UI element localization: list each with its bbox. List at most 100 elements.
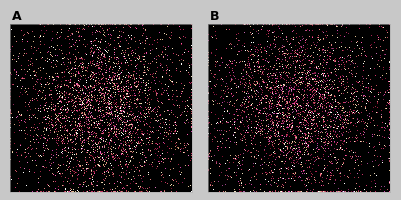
Point (140, 81, 147, 84)
Point (346, 111, 353, 114)
Point (40, 116, 47, 119)
Point (117, 66, 124, 69)
Point (241, 125, 248, 128)
Point (214, 60, 221, 63)
Point (145, 78, 152, 82)
Point (374, 124, 381, 127)
Point (379, 118, 385, 121)
Point (59, 117, 66, 120)
Point (332, 178, 339, 182)
Point (313, 93, 319, 96)
Point (328, 155, 335, 158)
Point (137, 39, 143, 42)
Point (46, 127, 53, 130)
Point (273, 190, 279, 193)
Point (305, 175, 312, 179)
Point (288, 36, 295, 40)
Point (284, 135, 290, 138)
Point (290, 97, 296, 100)
Point (75, 190, 82, 193)
Point (223, 76, 229, 80)
Point (59, 126, 66, 129)
Point (23, 121, 29, 124)
Point (380, 161, 386, 164)
Point (121, 118, 128, 122)
Point (259, 97, 266, 100)
Point (179, 92, 185, 95)
Point (205, 169, 212, 172)
Point (276, 23, 283, 26)
Point (321, 169, 327, 172)
Point (319, 176, 326, 179)
Point (267, 23, 273, 26)
Point (88, 183, 95, 186)
Point (226, 101, 233, 104)
Point (298, 64, 304, 67)
Point (178, 95, 184, 98)
Point (124, 68, 130, 71)
Point (297, 122, 303, 125)
Point (270, 68, 276, 71)
Point (53, 116, 60, 119)
Point (122, 121, 128, 124)
Point (277, 125, 284, 128)
Point (49, 61, 55, 64)
Point (174, 130, 180, 134)
Point (277, 139, 284, 143)
Point (317, 53, 323, 57)
Point (355, 111, 362, 114)
Point (348, 72, 354, 75)
Point (215, 145, 221, 148)
Point (102, 106, 109, 109)
Point (311, 112, 317, 115)
Point (111, 110, 118, 113)
Point (157, 126, 164, 129)
Point (239, 60, 245, 63)
Point (243, 71, 249, 75)
Point (263, 97, 269, 100)
Point (292, 65, 299, 68)
Point (80, 100, 86, 103)
Point (109, 156, 116, 159)
Point (302, 104, 309, 107)
Point (67, 132, 73, 135)
Point (87, 23, 93, 26)
Point (35, 107, 42, 110)
Point (117, 163, 124, 166)
Point (128, 83, 134, 86)
Point (188, 102, 195, 106)
Point (225, 101, 231, 104)
Point (75, 110, 81, 114)
Point (165, 94, 172, 97)
Point (312, 176, 318, 179)
Point (43, 128, 50, 131)
Point (76, 38, 82, 42)
Point (85, 167, 91, 170)
Point (96, 156, 103, 159)
Point (83, 120, 90, 123)
Point (142, 116, 148, 119)
Point (142, 115, 148, 118)
Point (332, 70, 339, 73)
Point (259, 98, 265, 101)
Point (314, 155, 321, 158)
Point (289, 190, 296, 193)
Point (124, 139, 131, 142)
Point (258, 77, 264, 81)
Point (269, 24, 276, 27)
Point (360, 88, 366, 91)
Point (354, 124, 360, 128)
Point (162, 134, 168, 137)
Point (99, 146, 105, 149)
Point (289, 126, 296, 129)
Point (58, 96, 65, 99)
Point (303, 141, 310, 144)
Point (344, 77, 350, 80)
Point (175, 137, 181, 141)
Point (322, 123, 329, 126)
Point (275, 124, 282, 128)
Point (162, 121, 169, 124)
Point (90, 63, 97, 66)
Point (307, 128, 314, 131)
Point (54, 79, 60, 82)
